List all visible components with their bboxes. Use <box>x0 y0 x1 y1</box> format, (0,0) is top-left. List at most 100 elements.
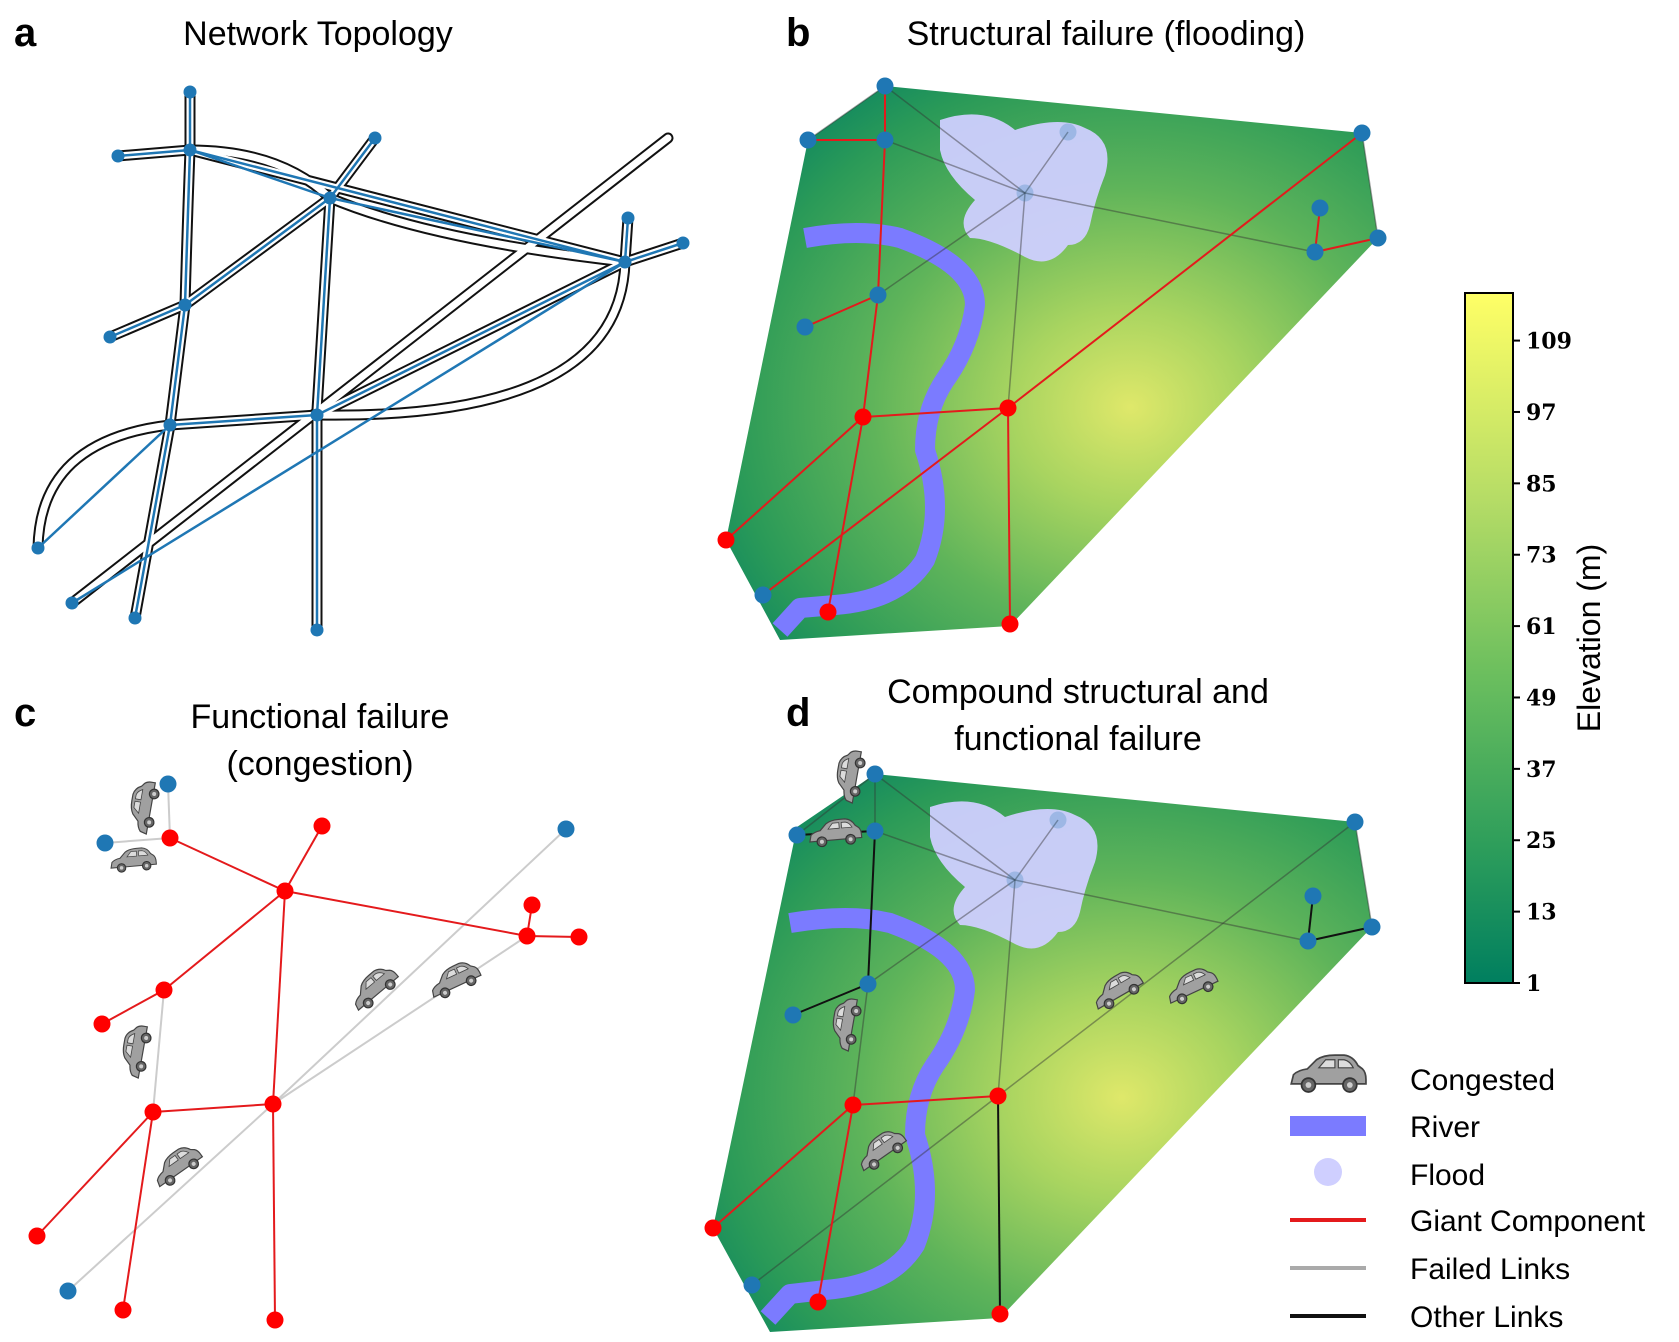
network-node <box>676 236 690 250</box>
network-node <box>1363 918 1381 936</box>
giant-component-node <box>844 1096 862 1114</box>
river <box>760 908 975 1325</box>
giant-component-link <box>163 890 286 991</box>
failed-link <box>152 989 165 1113</box>
network-node <box>1369 229 1387 247</box>
river-swatch <box>1290 1116 1366 1136</box>
giant-component-link <box>1314 237 1379 253</box>
failed-link <box>874 773 1016 881</box>
giant-component-link <box>169 837 286 892</box>
network-node <box>866 765 884 783</box>
legend-label: Flood <box>1410 1159 1485 1192</box>
legend-label: Other Links <box>1410 1301 1563 1334</box>
colorbar-tick-label: 25 <box>1526 828 1557 854</box>
giant-component-link <box>272 890 286 1105</box>
other-link <box>1307 926 1373 942</box>
network-link <box>71 260 626 605</box>
network-link <box>329 196 626 264</box>
network-node <box>111 149 125 163</box>
network-nodes <box>704 765 1381 1323</box>
network-node <box>183 85 197 99</box>
network-node <box>163 418 177 432</box>
network-node <box>866 822 884 840</box>
giant-component-link <box>122 1111 154 1311</box>
giant-component-node <box>570 928 588 946</box>
giant-component-node <box>991 1305 1009 1323</box>
network-links <box>712 773 1373 1315</box>
panel-d: d Compound structural and functional fai… <box>704 673 1381 1332</box>
giant-component-node <box>114 1301 132 1319</box>
panel-c-title-line1: Functional failure <box>191 698 450 736</box>
giant-component-link <box>284 890 528 937</box>
colorbar-bar <box>1464 292 1514 984</box>
legend-item-flood: Flood <box>1314 1158 1485 1192</box>
colorbar-tick-label: 73 <box>1526 543 1557 569</box>
panel-b: b Structural failure (flooding) <box>717 11 1387 640</box>
network-nodes <box>31 85 690 637</box>
legend-label: Giant Component <box>1410 1205 1646 1238</box>
giant-component-link <box>36 1111 154 1237</box>
panel-d-title-line2: functional failure <box>954 720 1202 758</box>
car-icon <box>109 846 158 874</box>
failed-link <box>1014 879 1309 942</box>
network-node <box>96 834 114 852</box>
network-node <box>557 820 575 838</box>
giant-component-link <box>272 1103 276 1321</box>
network-nodes <box>28 775 588 1329</box>
network-link <box>624 241 684 264</box>
failed-link <box>796 773 876 836</box>
giant-component-node <box>819 603 837 621</box>
car-icon <box>424 956 484 1003</box>
giant-component-link <box>152 1103 274 1113</box>
giant-component-node <box>313 817 331 835</box>
giant-component-node <box>854 408 872 426</box>
giant-component-node <box>999 399 1017 417</box>
giant-component-node <box>161 829 179 847</box>
network-node <box>1016 184 1034 202</box>
colorbar-tick-label: 97 <box>1526 400 1557 426</box>
legend-item-giant-component: Giant Component <box>1290 1205 1646 1238</box>
legend-label: Failed Links <box>1410 1253 1570 1286</box>
network-node <box>1299 932 1317 950</box>
road-outlines <box>32 86 689 636</box>
network-node <box>859 975 877 993</box>
panel-c-letter: c <box>14 691 36 735</box>
giant-component-link <box>762 407 1009 596</box>
network-node <box>310 408 324 422</box>
network-node <box>1006 871 1024 889</box>
network-node <box>183 143 197 157</box>
network-link <box>133 424 172 619</box>
network-node <box>323 191 337 205</box>
colorbar-tick-label: 49 <box>1526 685 1557 711</box>
giant-component-node <box>989 1087 1007 1105</box>
network-node <box>1311 199 1329 217</box>
giant-component-node <box>523 896 541 914</box>
flood-area <box>930 801 1098 949</box>
panel-b-title: Structural failure (flooding) <box>907 15 1306 53</box>
giant-component-link <box>877 139 886 296</box>
network-node <box>869 286 887 304</box>
failed-link <box>1024 192 1316 253</box>
network-nodes <box>717 77 1387 633</box>
network-link <box>184 196 331 307</box>
failed-link <box>67 1103 274 1292</box>
giant-component-node <box>1001 615 1019 633</box>
network-node <box>59 1282 77 1300</box>
network-node <box>754 586 772 604</box>
car-icon <box>147 1139 207 1192</box>
network-node <box>178 298 192 312</box>
network-link <box>183 149 192 306</box>
network-node <box>1306 243 1324 261</box>
network-node <box>1304 887 1322 905</box>
network-link <box>315 197 332 416</box>
network-link <box>109 303 186 339</box>
giant-component-node <box>704 1219 722 1237</box>
failed-link <box>1361 132 1379 239</box>
giant-component-link <box>804 294 879 328</box>
network-node <box>103 330 117 344</box>
legend-item-other-links: Other Links <box>1290 1301 1563 1334</box>
network-node <box>618 255 632 269</box>
network-node <box>31 541 45 555</box>
river <box>772 223 985 637</box>
